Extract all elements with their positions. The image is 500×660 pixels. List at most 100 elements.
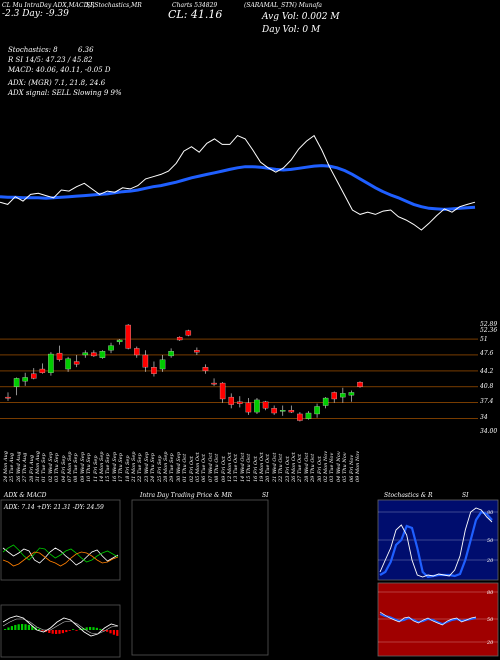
- macd-histogram-bar: [55, 630, 58, 634]
- stoch-tick-label: 50: [487, 538, 494, 544]
- bearish-candle: [202, 366, 209, 372]
- bearish-candle: [91, 352, 97, 357]
- price-tick-label: 37.4: [480, 398, 494, 405]
- intraday-panel: [131, 499, 269, 656]
- day-change: -2.3 Day: -9.39: [2, 9, 69, 19]
- macd-histogram-bar: [106, 630, 109, 632]
- bullish-candle: [13, 378, 20, 387]
- date-tick-label: 01 Tue Sep: [41, 453, 48, 482]
- date-tick-label: 08 Tue Sep: [73, 453, 80, 482]
- macd-histogram-bar: [92, 627, 95, 630]
- price-tick-label: 52.36: [480, 327, 498, 334]
- adx-signal: ADX signal: SELL Slowing 9 9%: [8, 89, 122, 97]
- avg-volume: Avg Vol: 0.002 M: [262, 12, 340, 22]
- bearish-candle: [288, 410, 295, 413]
- bearish-candle: [56, 352, 63, 360]
- date-tick-label: 28 Fri Aug: [28, 454, 35, 482]
- bearish-candle: [194, 350, 200, 353]
- price-tick-label: 34.00: [480, 428, 498, 435]
- bearish-candle: [134, 348, 140, 356]
- macd-signal-line: [2, 618, 119, 635]
- bearish-candle: [211, 382, 217, 385]
- date-tick-label: 20 Tue Oct: [265, 454, 272, 482]
- macd-histogram-bar: [27, 624, 30, 630]
- macd-histogram-bar: [10, 626, 13, 630]
- bearish-candle: [5, 396, 11, 399]
- macd-histogram-bar: [65, 630, 68, 633]
- plus-di-line: [2, 544, 119, 563]
- price-tick-label: 40.8: [480, 383, 494, 390]
- date-tick-label: 03 Thu Sep: [54, 453, 61, 482]
- chart-title-code: Charts 534829: [172, 2, 218, 9]
- date-tick-label: 15 Thu Oct: [246, 453, 253, 482]
- bullish-candle: [279, 410, 286, 412]
- adx-readout: ADX: (MGR) 7.1, 21.8, 24.6: [8, 79, 106, 87]
- bearish-candle: [228, 396, 234, 405]
- minus-di-line: [2, 551, 119, 567]
- bearish-candle: [271, 408, 277, 414]
- bullish-candle: [314, 406, 320, 415]
- macd-histogram-bar: [58, 630, 61, 634]
- date-tick-label: 05 Thu Nov: [342, 452, 349, 482]
- price-tick-label: 34: [480, 414, 488, 421]
- date-tick-label: 30 Fri Oct: [316, 456, 323, 482]
- stoch-d-line: [379, 510, 493, 579]
- bullish-candle: [48, 353, 54, 373]
- price-line: [0, 134, 476, 231]
- date-tick-label: 27 Tue Oct: [297, 454, 304, 482]
- date-tick-label: 17 Thu Sep: [118, 453, 125, 482]
- macd-histogram-bar: [31, 626, 34, 630]
- date-tick-label: 26 Wed Aug: [15, 451, 22, 482]
- macd-line: [2, 615, 119, 637]
- date-tick-label: 24 Thu Sep: [150, 453, 157, 482]
- date-tick-label: 04 Wed Nov: [335, 451, 342, 482]
- stoch-tick-label: 20: [486, 558, 494, 564]
- rsi-readout: R SI 14/5: 47.23 / 45.82: [8, 56, 93, 64]
- date-tick-label: 18 Fri Sep: [124, 455, 131, 482]
- intraday-panel-title: Intra Day Trading Price & MR: [140, 492, 233, 499]
- macd-histogram-bar: [38, 628, 41, 630]
- bearish-candle: [297, 413, 303, 421]
- bearish-candle: [245, 402, 252, 413]
- macd-histogram-bar: [99, 628, 102, 630]
- bearish-candle: [185, 330, 192, 336]
- date-tick-label: 25 Tue Aug: [9, 452, 16, 482]
- date-tick-label: 15 Tue Sep: [105, 453, 112, 482]
- date-tick-label: 04 Fri Sep: [60, 455, 67, 482]
- date-tick-label: 30 Wed Sep: [175, 451, 182, 482]
- stoch-panel-title: Stochastics & R: [384, 492, 433, 499]
- company-name: (SARAMAL_STN) Munafa: [244, 2, 322, 9]
- rsi-tick-label: 50: [487, 617, 494, 623]
- bearish-candle: [125, 324, 131, 349]
- date-tick-label: 29 Tue Sep: [169, 453, 176, 482]
- macd-histogram-bar: [85, 627, 88, 630]
- macd-histogram-bar: [41, 630, 44, 631]
- date-tick-label: 09 Mon Nov: [355, 450, 361, 482]
- intraday-panel-suffix: SI: [262, 492, 269, 499]
- date-tick-label: 21 Wed Oct: [271, 452, 278, 482]
- close-price: CL: 41.16: [168, 8, 223, 21]
- macd-histogram-bar: [14, 624, 17, 630]
- date-tick-label: 22 Tue Sep: [137, 453, 144, 482]
- date-tick-label: 09 Fri Oct: [220, 456, 227, 482]
- date-tick-label: 13 Tue Oct: [233, 454, 240, 482]
- bullish-candle: [65, 358, 71, 370]
- date-tick-label: 02 Wed Sep: [47, 451, 54, 482]
- adx-panel: [0, 499, 121, 581]
- adx-panel-title: ADX & MACD: [4, 492, 47, 499]
- bearish-candle: [151, 366, 157, 374]
- bullish-candle: [159, 359, 166, 370]
- bearish-candle: [237, 401, 243, 404]
- date-tick-label: 06 Tue Oct: [201, 454, 208, 482]
- chart-title-mid: SI,Stochastics,MR: [86, 2, 142, 9]
- date-tick-label: 07 Wed Oct: [207, 452, 214, 482]
- date-tick-label: 16 Fri Oct: [252, 456, 259, 482]
- macd-readout: MACD: 40.06, 40.11, -0.05 D: [8, 66, 111, 74]
- price-tick-label: 52.89: [480, 321, 498, 328]
- date-tick-label: 06 Fri Nov: [348, 454, 355, 482]
- date-tick-label: 11 Fri Sep: [92, 455, 99, 482]
- macd-histogram-bar: [24, 624, 27, 630]
- bullish-candle: [99, 351, 106, 358]
- chart-title-left: CL Mu IntraDay ADX,MACD,R: [2, 2, 95, 9]
- bearish-candle: [73, 361, 80, 365]
